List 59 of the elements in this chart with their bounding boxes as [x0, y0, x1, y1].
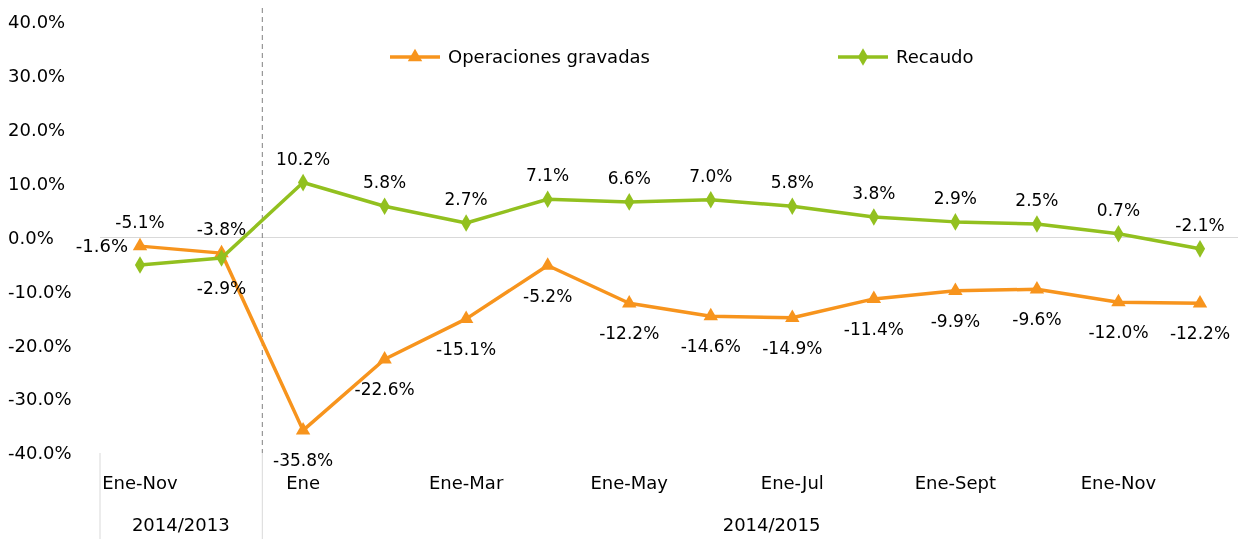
x-tick-label: Ene-Sept	[914, 472, 997, 493]
y-tick-label: 20.0%	[8, 119, 66, 141]
data-label: -12.2%	[1169, 323, 1231, 344]
x-tick-label: Ene	[286, 472, 321, 493]
data-label: -12.2%	[599, 323, 660, 344]
y-tick-label: 0.0%	[8, 226, 54, 248]
data-label: 0.7%	[1096, 199, 1141, 220]
legend-label: Operaciones gravadas	[448, 46, 650, 68]
data-label: 7.0%	[689, 165, 733, 186]
y-tick-label: -40.0%	[8, 442, 72, 464]
data-label: -14.6%	[680, 336, 741, 357]
data-label: -5.1%	[115, 212, 165, 233]
data-label: 5.8%	[363, 172, 407, 193]
data-label: -9.6%	[1012, 309, 1062, 330]
data-label: -35.8%	[273, 450, 334, 471]
data-label: -22.6%	[354, 379, 415, 400]
text: 2014/2013	[131, 514, 230, 535]
data-label: -1.6%	[75, 235, 128, 257]
point	[866, 290, 882, 304]
point	[785, 309, 800, 322]
data-label: -3.8%	[196, 219, 247, 240]
legend-label: Recaudo	[896, 46, 974, 68]
point	[377, 350, 392, 364]
data-label: 2.5%	[1015, 190, 1059, 211]
point	[1029, 280, 1045, 294]
data-label: 6.6%	[607, 167, 651, 188]
data-label: 2.7%	[444, 188, 488, 209]
y-tick-label: -10.0%	[8, 280, 72, 302]
data-label: -11.4%	[843, 318, 904, 339]
data-label: 7.1%	[526, 165, 570, 186]
x-tick-label: Ene-Nov	[1080, 472, 1157, 493]
text: 2014/2015	[722, 514, 821, 535]
point	[622, 294, 637, 308]
data-label: -5.2%	[523, 285, 573, 306]
x-tick-label: Ene-Nov	[102, 472, 179, 493]
y-tick-label: -30.0%	[8, 388, 72, 410]
point	[703, 307, 718, 321]
data-label: 10.2%	[276, 148, 331, 169]
point	[540, 257, 555, 270]
y-tick-label: 40.0%	[8, 11, 66, 33]
point	[948, 282, 963, 295]
x-tick-label: Ene-Jul	[760, 472, 824, 493]
data-label: -2.1%	[1175, 214, 1225, 235]
point	[458, 310, 474, 324]
point	[1192, 294, 1208, 308]
data-label: 5.8%	[770, 172, 814, 193]
data-label: -12.0%	[1088, 322, 1149, 343]
y-tick-label: -20.0%	[8, 334, 72, 356]
point	[132, 237, 148, 251]
data-label: 2.9%	[933, 187, 977, 208]
y-tick-label: 10.0%	[8, 172, 66, 194]
point	[1111, 293, 1126, 307]
y-tick-label: 30.0%	[8, 65, 66, 87]
x-tick-label: Ene-May	[590, 472, 669, 493]
data-label: -14.9%	[762, 337, 823, 358]
x-tick-label: Ene-Mar	[429, 472, 504, 493]
data-label: -9.9%	[930, 310, 981, 331]
data-label: -15.1%	[436, 338, 497, 359]
data-label: 3.8%	[852, 183, 896, 204]
